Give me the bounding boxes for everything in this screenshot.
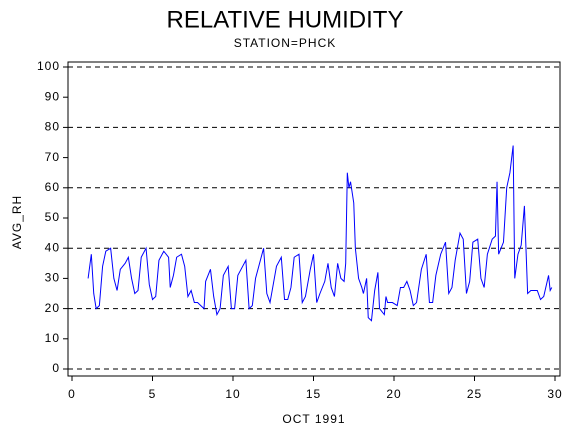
y-tick-label: 30 xyxy=(45,271,60,285)
x-tick-label: 0 xyxy=(68,387,76,401)
y-tick-label: 100 xyxy=(37,59,60,73)
y-tick-label: 70 xyxy=(45,150,60,164)
chart-title: RELATIVE HUMIDITY xyxy=(167,6,404,33)
chart-subtitle: STATION=PHCK xyxy=(234,36,337,50)
y-tick-label: 50 xyxy=(45,210,60,224)
x-axis-label: OCT 1991 xyxy=(282,412,345,426)
x-tick-label: 5 xyxy=(149,387,157,401)
x-tick-label: 15 xyxy=(306,387,321,401)
x-tick-label: 30 xyxy=(547,387,562,401)
data-line xyxy=(87,145,553,322)
x-tick-label: 20 xyxy=(386,387,401,401)
y-tick-label: 10 xyxy=(45,331,60,345)
plot-frame xyxy=(67,61,561,377)
y-tick-label: 60 xyxy=(45,180,60,194)
y-tick-label: 0 xyxy=(52,361,60,375)
y-tick-label: 80 xyxy=(45,120,60,134)
y-tick-label: 40 xyxy=(45,240,60,254)
y-tick-label: 20 xyxy=(45,301,60,315)
x-tick-label: 10 xyxy=(225,387,240,401)
y-axis-label: AVG_RH xyxy=(10,195,24,249)
x-tick-label: 25 xyxy=(467,387,482,401)
y-tick-label: 90 xyxy=(45,89,60,103)
